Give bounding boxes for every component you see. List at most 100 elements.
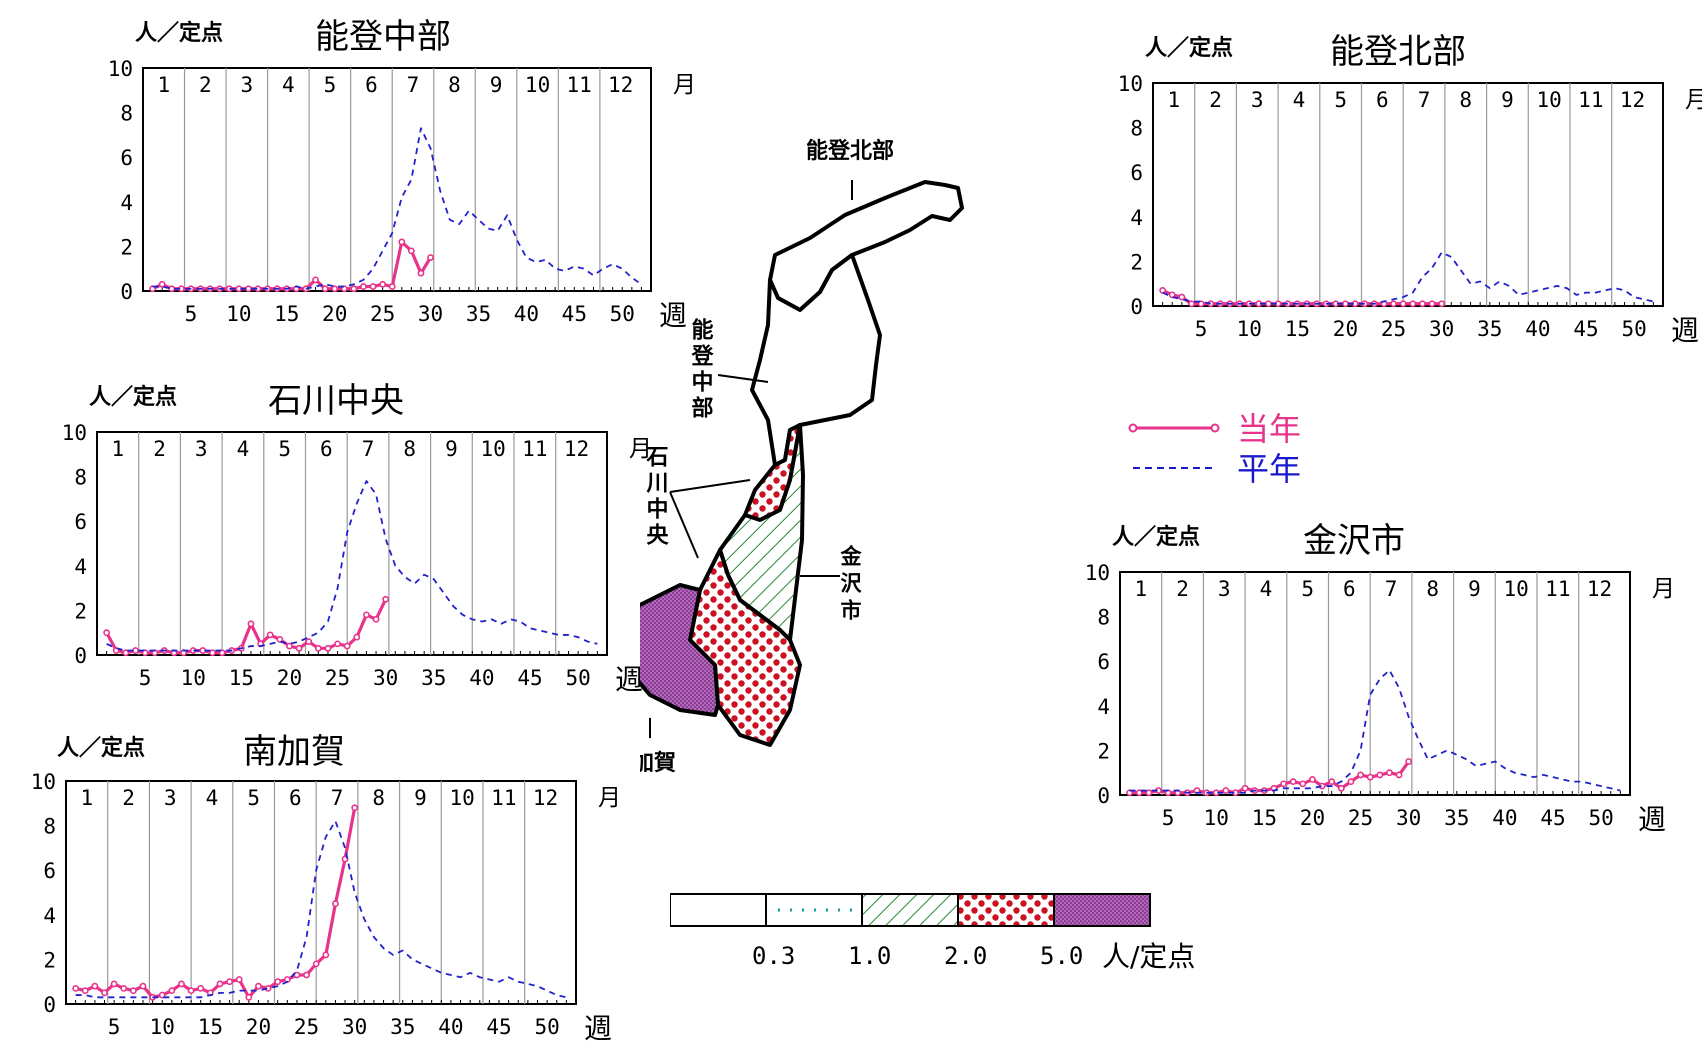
chart-minami_kaga-ytick-2: 2 — [43, 948, 56, 972]
chart-kanazawa-point-27 — [1376, 771, 1384, 779]
chart-noto_north-point-27 — [1409, 300, 1417, 308]
map-label-ishikawa-central: 石川中央 — [643, 445, 670, 549]
series-legend-svg: 当年 平年 — [1128, 410, 1301, 488]
chart-noto_north-month-label-8: 8 — [1459, 88, 1472, 112]
chart-minami_kaga-xtick-45: 45 — [486, 1015, 511, 1039]
chart-minami_kaga-month-label-5: 5 — [247, 786, 260, 810]
chart-ishikawa_central-xtick-30: 30 — [373, 666, 398, 690]
chart-noto_mid-month-label-4: 4 — [282, 73, 295, 97]
chart-ishikawa_central-point-1 — [103, 629, 111, 637]
scale-value-0: 0.3 — [752, 942, 795, 970]
chart-noto_mid-xtick-40: 40 — [514, 302, 539, 326]
chart-minami_kaga-week-word: 週 — [584, 1012, 612, 1045]
chart-ishikawa_central-xtick-50: 50 — [565, 666, 590, 690]
chart-kanazawa-xtick-35: 35 — [1444, 806, 1469, 830]
chart-noto_north-point-12 — [1265, 300, 1272, 308]
chart-ishikawa_central-point-13 — [218, 649, 226, 657]
chart-noto_mid-month-label-10: 10 — [525, 73, 550, 97]
chart-ishikawa-central: 人／定点 石川中央 1 2 3 4 5 6 7 8 9 10 11 12 月 0 2 4 6 8 10 5 10 15 20 25… — [0, 0, 700, 700]
chart-ishikawa_central-ytick-0: 0 — [74, 644, 87, 668]
chart-kanazawa-xtick-5: 5 — [1162, 806, 1175, 830]
chart-kanazawa: 人／定点 金沢市 1 2 3 4 5 6 7 8 9 10 11 12 月 0 2 4 6 8 10 5 10 15 20 25 3… — [1080, 500, 1702, 880]
chart-noto_north-point-2 — [1168, 291, 1176, 299]
legend-current-marker-start — [1128, 423, 1138, 433]
chart-ishikawa_central-xtick-25: 25 — [325, 666, 350, 690]
chart-minami_kaga-point-8 — [139, 982, 147, 990]
chart-minami_kaga-month-label-8: 8 — [372, 786, 385, 810]
chart-noto_north-xtick-30: 30 — [1429, 317, 1454, 341]
chart-ishikawa_central-point-5 — [141, 649, 149, 657]
scale-cell-3 — [957, 893, 1055, 927]
chart-minami_kaga-point-13 — [187, 987, 195, 995]
chart-noto_mid-frame — [142, 67, 652, 292]
chart-minami_kaga-xtick-30: 30 — [342, 1015, 367, 1039]
series-legend: 当年 平年 — [1125, 410, 1345, 490]
chart-kanazawa-point-26 — [1366, 773, 1374, 781]
chart-minami_kaga-month-word: 月 — [598, 785, 621, 811]
chart-noto_mid-title: 能登中部 — [315, 17, 451, 57]
chart-kanazawa-point-30 — [1405, 758, 1413, 765]
scale-value-1: 1.0 — [848, 942, 891, 970]
chart-kanazawa-point-25 — [1357, 771, 1364, 779]
chart-noto_mid-ytick-2: 2 — [120, 235, 133, 259]
chart-ishikawa_central-month-label-10: 10 — [480, 437, 505, 461]
prefecture-map-svg: 能登北部 能登中部 石川中央 金沢市 南加賀 — [610, 138, 964, 776]
chart-noto_mid-unit-label: 人／定点 — [135, 20, 223, 46]
chart-ishikawa_central-month-label-2: 2 — [153, 437, 166, 461]
chart-noto_north-week-word: 週 — [1671, 314, 1699, 347]
chart-noto_mid-month-label-6: 6 — [365, 73, 378, 97]
chart-minami_kaga-month-label-1: 1 — [81, 786, 94, 810]
chart-ishikawa_central-month-label-8: 8 — [403, 437, 416, 461]
chart-minami_kaga-point-16 — [216, 980, 224, 988]
chart-ishikawa_central-point-19 — [276, 635, 284, 643]
chart-minami_kaga-month-label-9: 9 — [414, 786, 427, 810]
chart-noto_mid-point-30 — [427, 254, 434, 261]
chart-ishikawa_central-month-label-1: 1 — [112, 437, 125, 461]
chart-ishikawa_central-point-29 — [372, 615, 380, 623]
chart-noto_north-ytick-8: 8 — [1130, 117, 1143, 141]
chart-noto_north-xtick-15: 15 — [1285, 317, 1310, 341]
chart-noto_mid-xtick-35: 35 — [466, 302, 491, 326]
chart-noto_north-month-label-9: 9 — [1501, 88, 1514, 112]
chart-noto_mid-month-label-2: 2 — [199, 73, 212, 97]
chart-minami_kaga-point-14 — [197, 984, 205, 992]
chart-minami_kaga-ytick-4: 4 — [43, 904, 56, 928]
chart-minami_kaga-month-label-7: 7 — [331, 786, 344, 810]
chart-ishikawa_central-ytick-6: 6 — [74, 510, 87, 534]
chart-ishikawa_central-point-20 — [286, 642, 293, 650]
chart-minami_kaga-month-label-10: 10 — [449, 786, 474, 810]
chart-noto_north-xtick-20: 20 — [1333, 317, 1358, 341]
chart-kanazawa-point-11 — [1222, 787, 1230, 794]
chart-minami_kaga-xtick-50: 50 — [534, 1015, 559, 1039]
legend-average-label: 平年 — [1237, 450, 1301, 488]
chart-noto_north-xtick-35: 35 — [1477, 317, 1502, 341]
chart-noto_mid-month-label-3: 3 — [241, 73, 254, 97]
chart-noto_mid-point-21 — [340, 285, 348, 293]
chart-ishikawa_central-month-label-5: 5 — [278, 437, 291, 461]
chart-noto_north-month-label-7: 7 — [1418, 88, 1431, 112]
chart-minami_kaga-frame — [65, 780, 577, 1005]
chart-minami_kaga-point-28 — [332, 900, 339, 908]
chart-noto_mid-month-label-7: 7 — [407, 73, 420, 97]
chart-ishikawa_central-week-word: 週 — [615, 663, 643, 696]
chart-kanazawa-month-label-4: 4 — [1260, 577, 1273, 601]
chart-noto_north-month-label-5: 5 — [1334, 88, 1347, 112]
map-leader-ishikawa-2 — [669, 491, 699, 559]
scale-unit: 人/定点 — [1102, 940, 1195, 973]
chart-kanazawa-month-label-12: 12 — [1587, 577, 1612, 601]
chart-ishikawa_central-line-average — [106, 480, 598, 652]
chart-minami_kaga-xtick-10: 10 — [150, 1015, 175, 1039]
chart-noto_mid-xtick-15: 15 — [274, 302, 299, 326]
chart-ishikawa_central-point-16 — [247, 620, 255, 628]
chart-ishikawa_central-ytick-8: 8 — [74, 466, 87, 490]
chart-kanazawa-xtick-30: 30 — [1396, 806, 1421, 830]
chart-ishikawa_central-point-23 — [314, 644, 322, 652]
chart-kanazawa-month-word: 月 — [1652, 576, 1675, 602]
chart-minami_kaga-point-4 — [101, 989, 108, 997]
chart-noto_north-xtick-25: 25 — [1381, 317, 1406, 341]
chart-noto_north-point-3 — [1178, 293, 1186, 301]
chart-minami_kaga-xtick-20: 20 — [246, 1015, 271, 1039]
chart-kanazawa-point-19 — [1299, 780, 1307, 788]
chart-minami_kaga-point-27 — [322, 951, 330, 959]
